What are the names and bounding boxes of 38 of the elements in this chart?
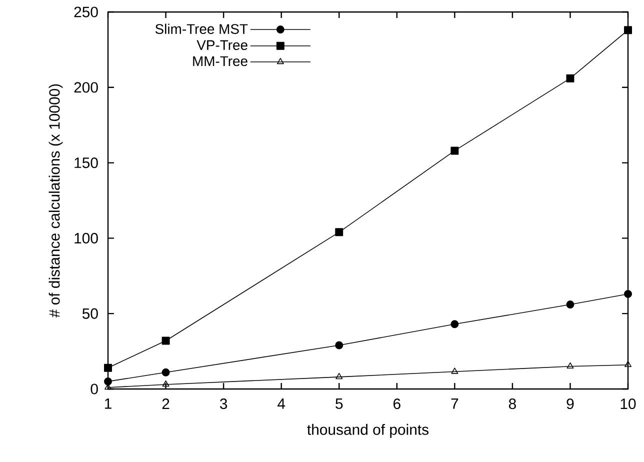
x-tick-label: 10 — [620, 398, 636, 410]
point — [104, 364, 112, 372]
legend-label: VP-Tree — [196, 40, 248, 50]
point — [566, 74, 574, 82]
y-tick-label: 200 — [74, 82, 98, 93]
point — [336, 372, 343, 380]
point — [162, 380, 170, 387]
x-tick-label: 3 — [220, 398, 228, 410]
x-tick-label: 7 — [451, 398, 458, 409]
point — [162, 336, 170, 345]
point — [335, 341, 344, 350]
legend-label: MM-Tree — [193, 56, 248, 66]
point — [450, 146, 459, 155]
point — [566, 362, 574, 369]
point — [624, 26, 632, 34]
x-tick-label: 4 — [278, 398, 286, 409]
y-tick-label: 250 — [74, 6, 98, 18]
x-axis-title: thousand of points — [307, 424, 428, 438]
x-tick-label: 1 — [104, 398, 112, 409]
y-tick-label: 50 — [82, 308, 98, 319]
x-tick-label: 2 — [162, 398, 170, 409]
y-tick-label: 150 — [74, 157, 98, 168]
legend-label: Slim-Tree MST — [155, 24, 248, 34]
point — [566, 300, 574, 309]
point — [104, 377, 112, 386]
point — [335, 228, 344, 236]
y-tick-label: 0 — [90, 384, 98, 394]
point — [162, 368, 170, 376]
x-tick-label: 8 — [508, 398, 516, 410]
x-tick-label: 6 — [394, 398, 400, 410]
point — [450, 320, 459, 328]
x-tick-label: 5 — [336, 398, 343, 409]
x-tick-label: 9 — [566, 398, 574, 410]
point — [451, 368, 458, 374]
point — [624, 360, 632, 368]
y-tick-label: 100 — [74, 232, 98, 244]
point — [624, 290, 632, 298]
y-axis-title: # of distance calculations (x 10000) — [48, 84, 63, 318]
